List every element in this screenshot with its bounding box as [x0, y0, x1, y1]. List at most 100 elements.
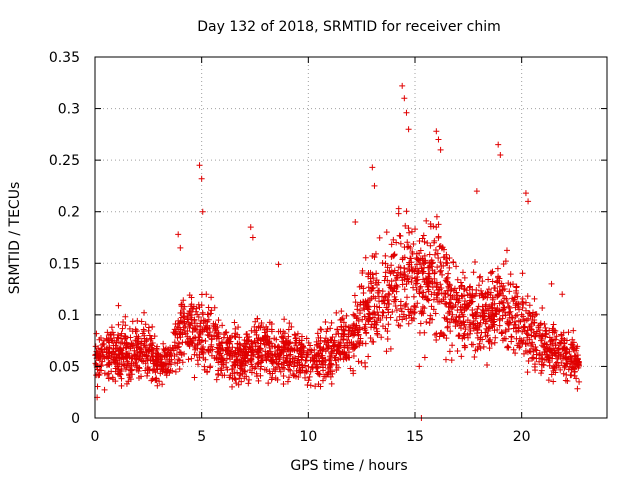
data-point: [340, 319, 347, 326]
data-point: [124, 358, 131, 365]
data-point: [202, 338, 209, 345]
data-point: [416, 363, 423, 370]
data-point: [101, 386, 108, 393]
data-point: [149, 323, 156, 330]
data-point: [247, 346, 254, 353]
data-point: [350, 311, 357, 318]
data-point: [234, 344, 241, 351]
data-point: [365, 317, 372, 324]
data-point: [443, 260, 450, 267]
data-point: [120, 361, 127, 368]
data-point: [447, 296, 454, 303]
data-point: [498, 280, 505, 287]
data-point: [291, 331, 298, 338]
data-point: [140, 326, 147, 333]
data-point: [287, 348, 294, 355]
data-point: [437, 267, 444, 274]
data-point: [427, 312, 434, 319]
data-point: [487, 336, 494, 343]
data-point: [237, 359, 244, 366]
data-point: [241, 336, 248, 343]
data-point: [549, 352, 556, 359]
data-point: [96, 336, 103, 343]
data-point: [405, 126, 412, 133]
data-point: [307, 382, 314, 389]
data-point: [115, 371, 122, 378]
data-point: [237, 341, 244, 348]
data-point: [295, 357, 302, 364]
data-point: [491, 313, 498, 320]
data-point: [328, 368, 335, 375]
data-point: [214, 344, 221, 351]
data-point: [447, 328, 454, 335]
data-point: [215, 317, 222, 324]
data-point: [434, 264, 441, 271]
data-point: [328, 380, 335, 387]
data-point: [98, 367, 105, 374]
data-point: [398, 308, 405, 315]
data-point: [453, 313, 460, 320]
data-point: [383, 304, 390, 311]
data-point: [357, 335, 364, 342]
data-point: [414, 276, 421, 283]
data-point: [501, 285, 508, 292]
data-point: [347, 330, 354, 337]
data-point: [491, 300, 498, 307]
data-point: [114, 354, 121, 361]
data-point: [288, 323, 295, 330]
data-point: [180, 306, 187, 313]
data-point: [445, 270, 452, 277]
data-point: [115, 347, 122, 354]
data-point: [122, 366, 129, 373]
data-point: [505, 326, 512, 333]
data-point: [446, 282, 453, 289]
data-point: [546, 362, 553, 369]
y-axis-label: SRMTID / TECUs: [7, 182, 23, 295]
data-point: [286, 320, 293, 327]
data-point: [548, 371, 555, 378]
data-point: [327, 355, 334, 362]
data-point: [279, 364, 286, 371]
data-point: [531, 363, 538, 370]
data-point: [453, 296, 460, 303]
data-point: [303, 354, 310, 361]
data-point: [512, 312, 519, 319]
data-point: [343, 351, 350, 358]
data-point: [341, 330, 348, 337]
data-point: [386, 282, 393, 289]
data-point: [529, 341, 536, 348]
data-point: [520, 324, 527, 331]
data-point: [478, 287, 485, 294]
data-point: [187, 322, 194, 329]
data-point: [454, 276, 461, 283]
data-point: [147, 335, 154, 342]
data-point: [433, 224, 440, 231]
data-point: [153, 362, 160, 369]
data-point: [484, 361, 491, 368]
data-point: [119, 325, 126, 332]
data-point: [393, 288, 400, 295]
data-point: [353, 322, 360, 329]
data-point: [507, 319, 514, 326]
data-point: [390, 236, 397, 243]
data-point: [362, 254, 369, 261]
data-point: [255, 323, 262, 330]
data-point: [379, 260, 386, 267]
data-point: [157, 370, 164, 377]
data-point: [266, 319, 273, 326]
data-point: [477, 273, 484, 280]
data-point: [417, 283, 424, 290]
data-point: [573, 360, 580, 367]
data-point: [495, 308, 502, 315]
data-point: [278, 344, 285, 351]
data-point: [433, 128, 440, 135]
data-point: [424, 239, 431, 246]
data-point: [157, 360, 164, 367]
data-point: [281, 316, 288, 323]
data-point: [394, 283, 401, 290]
data-point: [571, 368, 578, 375]
data-point: [376, 234, 383, 241]
y-tick-label: 0.25: [49, 153, 80, 169]
data-point: [215, 329, 222, 336]
